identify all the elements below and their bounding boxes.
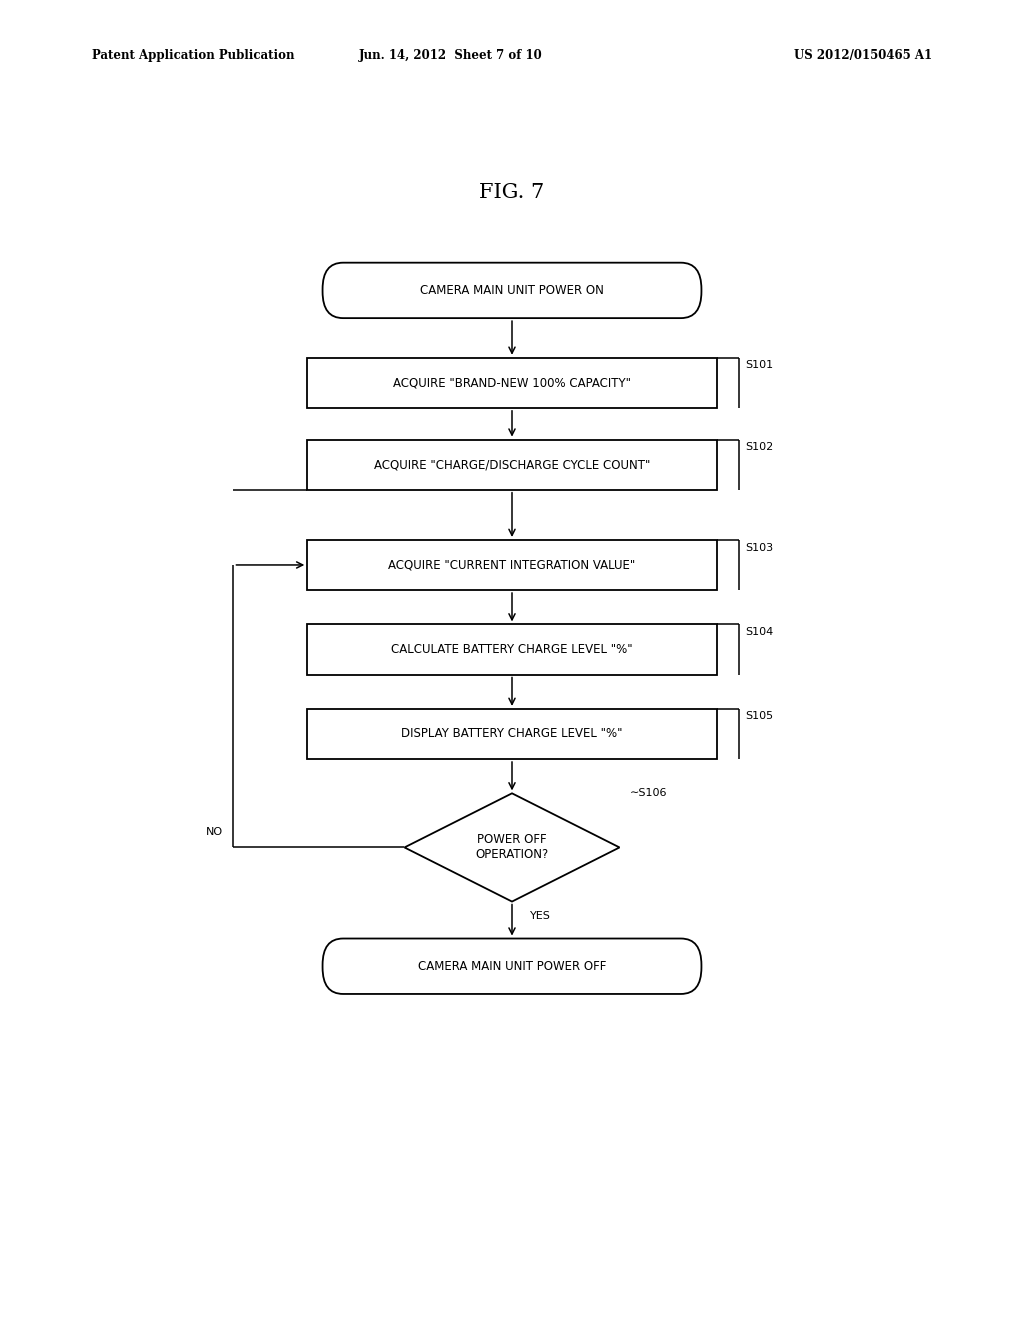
Text: S102: S102: [745, 442, 774, 453]
Bar: [307, 624, 717, 675]
Text: S104: S104: [745, 627, 774, 638]
Text: CALCULATE BATTERY CHARGE LEVEL "%": CALCULATE BATTERY CHARGE LEVEL "%": [391, 643, 633, 656]
Text: ACQUIRE "BRAND-NEW 100% CAPACITY": ACQUIRE "BRAND-NEW 100% CAPACITY": [393, 376, 631, 389]
Text: ACQUIRE "CHARGE/DISCHARGE CYCLE COUNT": ACQUIRE "CHARGE/DISCHARGE CYCLE COUNT": [374, 458, 650, 471]
Text: Jun. 14, 2012  Sheet 7 of 10: Jun. 14, 2012 Sheet 7 of 10: [358, 49, 543, 62]
Text: ACQUIRE "CURRENT INTEGRATION VALUE": ACQUIRE "CURRENT INTEGRATION VALUE": [388, 558, 636, 572]
Text: CAMERA MAIN UNIT POWER ON: CAMERA MAIN UNIT POWER ON: [420, 284, 604, 297]
Text: S105: S105: [745, 711, 773, 722]
Text: YES: YES: [530, 911, 551, 921]
Text: POWER OFF
OPERATION?: POWER OFF OPERATION?: [475, 833, 549, 862]
Text: CAMERA MAIN UNIT POWER OFF: CAMERA MAIN UNIT POWER OFF: [418, 960, 606, 973]
Text: S103: S103: [745, 543, 773, 553]
Bar: [307, 358, 717, 408]
Bar: [307, 709, 717, 759]
Polygon shape: [404, 793, 620, 902]
FancyBboxPatch shape: [323, 263, 701, 318]
Text: NO: NO: [206, 826, 223, 837]
Text: FIG. 7: FIG. 7: [479, 183, 545, 202]
FancyBboxPatch shape: [323, 939, 701, 994]
Text: ∼S106: ∼S106: [630, 788, 668, 799]
Text: Patent Application Publication: Patent Application Publication: [92, 49, 295, 62]
Bar: [307, 540, 717, 590]
Text: S101: S101: [745, 360, 773, 371]
Bar: [307, 440, 717, 490]
Text: DISPLAY BATTERY CHARGE LEVEL "%": DISPLAY BATTERY CHARGE LEVEL "%": [401, 727, 623, 741]
Text: US 2012/0150465 A1: US 2012/0150465 A1: [794, 49, 932, 62]
